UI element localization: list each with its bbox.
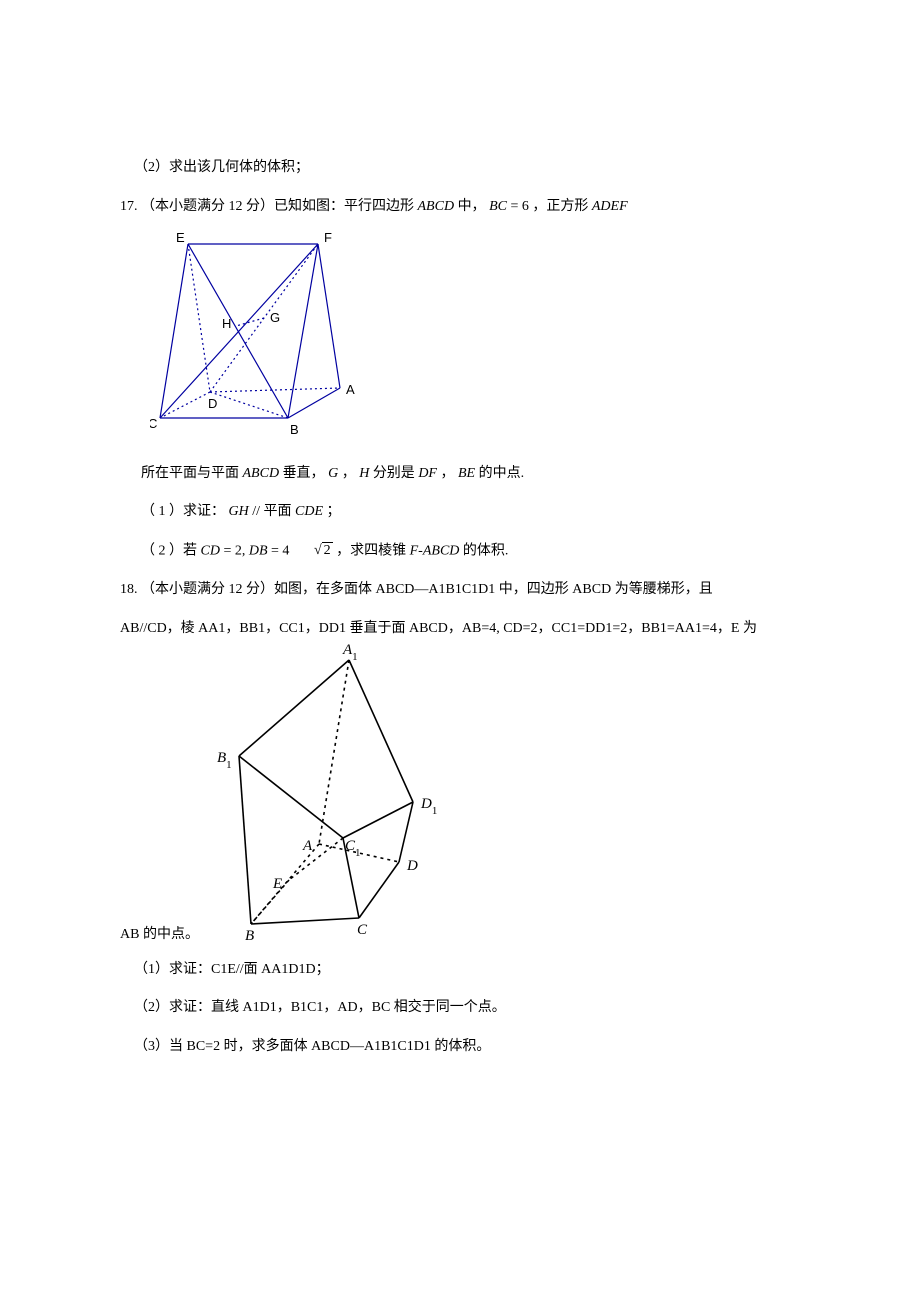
q17-p2-mid: ，求四棱锥 [336,543,410,558]
svg-text:A: A [346,382,355,397]
q17-p2-db-root: √2 [293,538,333,565]
q18-svg: A1B1D1C1ADBCE [203,642,463,942]
q18-p2-text: （2）求证：直线 A1D1，B1C1，AD，BC 相交于同一个点。 [134,1000,506,1015]
q18-para1: 18. （本小题满分 12 分）如图，在多面体 ABCD—A1B1C1D1 中，… [120,577,800,604]
svg-text:D1: D1 [420,796,437,817]
q17-p1-pre: （ 1 ）求证： [141,504,225,519]
q18-p3: （3）当 BC=2 时，求多面体 ABCD—A1B1C1D1 的体积。 [120,1034,800,1061]
q17-plane-sep2: ， [440,466,454,481]
svg-text:D: D [406,858,418,874]
q17-plane-mid1: 垂直， [283,466,325,481]
q17-p2-db-lhs: DB [249,543,268,558]
q17-plane-abcd: ABCD [243,466,280,481]
q17-p1-end: ； [327,504,341,519]
q17-lead-mid: 中， [458,199,486,214]
q18-para2: AB//CD，棱 AA1，BB1，CC1，DD1 垂直于面 ABCD，AB=4,… [120,616,800,643]
q17-p2-fabcd: F-ABCD [410,543,460,558]
q17-p2-cd-eq: = 2, [223,543,248,558]
q17-figure: E F A B C D G H [150,232,800,453]
q17-bc-eq: = 6 [510,199,528,214]
svg-text:E: E [176,232,185,245]
q18-figure: A1B1D1C1ADBCE [203,642,463,953]
q17-p2-db-eq-pre: = 4 [271,543,289,558]
svg-text:E: E [272,876,282,892]
svg-text:C: C [357,922,368,938]
q17-p2: （ 2 ）若 CD = 2, DB = 4 √2 ，求四棱锥 F-ABCD 的体… [120,538,800,565]
q17-plane-pre: 所在平面与平面 [141,466,243,481]
q17-svg: E F A B C D G H [150,232,380,442]
q18-fig-row: AB 的中点。 A1B1D1C1ADBCE [120,642,800,953]
svg-text:B: B [290,422,299,437]
prev-q-part2-text: （2）求出该几何体的体积； [134,160,309,175]
q18-p1-text: （1）求证：C1E//面 AA1D1D； [134,962,330,977]
svg-text:G: G [270,310,280,325]
q18-para1-text: 18. （本小题满分 12 分）如图，在多面体 ABCD—A1B1C1D1 中，… [120,582,713,597]
q17-lead-mid2: ，正方形 [532,199,592,214]
q17-plane: 所在平面与平面 ABCD 垂直， G ， H 分别是 DF ， BE 的中点. [120,461,800,488]
svg-text:A1: A1 [342,642,358,663]
q17-p2-db-root-val: 2 [322,542,333,558]
svg-text:F: F [324,232,332,245]
q17-p1-cde: CDE [295,504,323,519]
q18-para2-text: AB//CD，棱 AA1，BB1，CC1，DD1 垂直于面 ABCD，AB=4,… [120,621,757,636]
svg-text:D: D [208,396,217,411]
svg-text:B1: B1 [217,750,232,771]
q17-plane-mid3: 的中点. [479,466,525,481]
q17-plane-be: BE [458,466,475,481]
q17-p1-gh: GH [229,504,249,519]
q17-p2-end: 的体积. [463,543,509,558]
q17-plane-h: H [359,466,369,481]
svg-text:C: C [150,416,157,431]
svg-text:B: B [245,928,254,942]
q17-bc-lhs: BC [489,199,507,214]
q18-p1: （1）求证：C1E//面 AA1D1D； [120,957,800,984]
svg-text:A: A [302,838,313,854]
q17-plane-sep1: ， [342,466,356,481]
q18-p2: （2）求证：直线 A1D1，B1C1，AD，BC 相交于同一个点。 [120,995,800,1022]
q17-p1-mid: // 平面 [252,504,295,519]
q17-p2-cd-lhs: CD [201,543,220,558]
q17-p2-pre: （ 2 ）若 [141,543,201,558]
q17-lead-adef: ADEF [592,199,628,214]
q17-plane-g: G [328,466,338,481]
q17-plane-df: DF [418,466,437,481]
q18-para3-pre: AB 的中点。 [120,922,199,953]
q17-p1: （ 1 ）求证： GH // 平面 CDE ； [120,499,800,526]
svg-text:H: H [222,316,231,331]
q17-lead-pre: 17. （本小题满分 12 分）已知如图：平行四边形 [120,199,418,214]
radical-icon: √ [314,543,322,558]
q17-plane-mid2: 分别是 [373,466,419,481]
q17-lead: 17. （本小题满分 12 分）已知如图：平行四边形 ABCD 中， BC = … [120,194,800,221]
q17-lead-abcd: ABCD [418,199,455,214]
prev-q-part2: （2）求出该几何体的体积； [120,155,800,182]
q18-p3-text: （3）当 BC=2 时，求多面体 ABCD—A1B1C1D1 的体积。 [134,1039,490,1054]
